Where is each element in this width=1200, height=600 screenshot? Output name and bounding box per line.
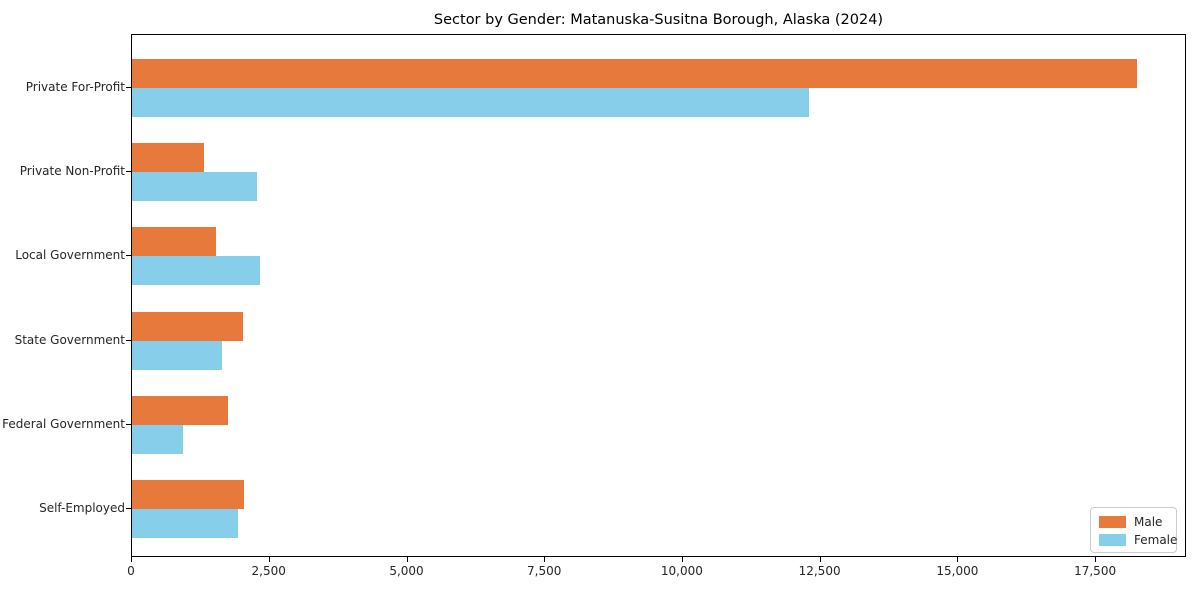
- bar-female-5: [132, 424, 184, 454]
- x-tick-mark: [406, 557, 408, 562]
- bar-female-4: [132, 340, 223, 370]
- x-tick-mark: [1095, 557, 1097, 562]
- bar-male-4: [132, 311, 244, 341]
- bar-female-1: [132, 88, 810, 117]
- y-tick-label: State Government: [14, 332, 125, 347]
- legend-label-female: Female: [1134, 532, 1178, 547]
- bar-female-2: [132, 172, 257, 202]
- x-tick-label: 0: [127, 564, 135, 578]
- x-tick-label: 15,000: [936, 564, 979, 578]
- x-tick-mark: [268, 557, 270, 562]
- x-tick-mark: [131, 557, 132, 562]
- bar-female-6: [132, 509, 238, 538]
- y-tick-label: Private For-Profit: [25, 80, 125, 94]
- x-tick-label: 12,500: [798, 564, 841, 578]
- y-tick-label: Local Government: [15, 248, 125, 263]
- legend-swatch-male: [1099, 515, 1126, 528]
- legend-label-male: Male: [1134, 514, 1163, 529]
- y-tick-mark: [126, 508, 131, 509]
- x-tick-mark: [957, 557, 959, 562]
- bar-male-6: [132, 480, 244, 509]
- legend-swatch-female: [1099, 533, 1126, 546]
- bar-female-3: [132, 256, 261, 286]
- x-tick-mark: [544, 557, 546, 562]
- chart-title: Sector by Gender: Matanuska-Susitna Boro…: [433, 12, 884, 28]
- plot-area: [131, 34, 1186, 557]
- y-tick-mark: [126, 171, 131, 173]
- y-tick-mark: [126, 339, 131, 341]
- y-tick-mark: [126, 87, 131, 88]
- x-tick-label: 7,500: [527, 564, 562, 578]
- y-tick-label: Private Non-Profit: [19, 164, 125, 179]
- y-tick-label: Federal Government: [2, 416, 125, 431]
- y-tick-mark: [126, 255, 131, 257]
- bar-male-2: [132, 143, 204, 173]
- y-tick-mark: [126, 423, 131, 425]
- legend: Male Female: [1090, 507, 1177, 553]
- x-tick-label: 5,000: [389, 564, 424, 578]
- legend-entry-female: Female: [1099, 532, 1177, 547]
- legend-entry-male: Male: [1099, 514, 1168, 529]
- x-tick-label: 10,000: [660, 564, 703, 578]
- bar-male-1: [132, 59, 1137, 88]
- y-tick-label: Self-Employed: [39, 501, 125, 515]
- x-tick-label: 2,500: [251, 564, 286, 578]
- x-tick-mark: [819, 557, 821, 562]
- bar-male-5: [132, 395, 228, 425]
- x-tick-label: 17,500: [1074, 564, 1117, 578]
- bar-male-3: [132, 227, 217, 257]
- x-tick-mark: [681, 557, 683, 562]
